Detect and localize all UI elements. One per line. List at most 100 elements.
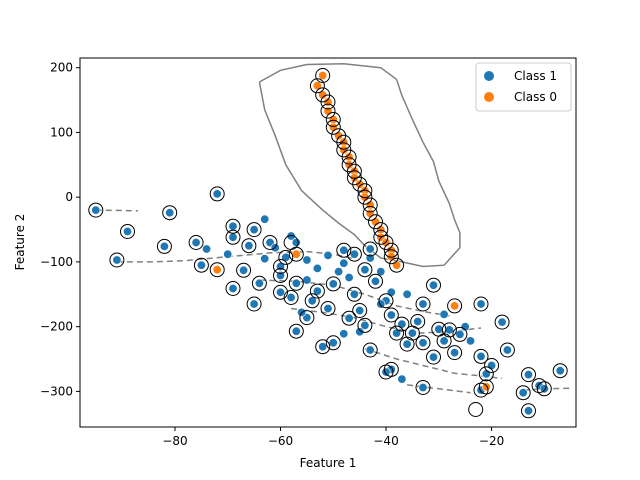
x-tick-label-0: −80: [162, 434, 187, 448]
support-vector-ring-21: [273, 284, 288, 300]
support-vector-ring-15: [225, 281, 241, 296]
point-class-0-25: [392, 260, 402, 270]
point-class-1-57: [465, 336, 475, 346]
point-class-1-74: [381, 367, 391, 377]
point-class-1-80: [344, 313, 354, 323]
point-class-1-78: [328, 338, 338, 348]
point-class-1-50: [428, 352, 438, 362]
support-vector-ring-32: [309, 78, 325, 94]
point-class-1-10: [228, 232, 238, 242]
point-class-1-27: [302, 275, 312, 285]
support-vector-ring-39: [336, 134, 352, 150]
point-class-1-47: [407, 328, 417, 338]
support-vector-ring-70: [415, 335, 431, 351]
point-class-1-24: [275, 287, 285, 297]
support-vector-ring-71: [426, 349, 441, 365]
point-class-0-6: [328, 122, 338, 132]
support-vector-ring-7: [193, 257, 209, 273]
support-vector-ring-51: [373, 222, 389, 238]
point-class-1-86: [439, 309, 449, 319]
support-vector-ring-16: [246, 296, 262, 312]
support-vector-ring-69: [410, 314, 426, 329]
point-class-1-20: [260, 254, 270, 264]
legend-marker-class-1: [484, 71, 494, 81]
support-vector-ring-97: [415, 296, 431, 312]
point-class-1-38: [349, 289, 359, 299]
y-tick-label-4: 100: [50, 125, 73, 139]
support-vector-ring-91: [415, 380, 431, 395]
point-class-1-17: [228, 283, 238, 293]
support-vector-rings: [88, 68, 568, 419]
support-vector-ring-24: [304, 293, 320, 309]
support-vector-ring-57: [336, 242, 352, 258]
support-vector-ring-56: [389, 257, 405, 273]
point-class-1-95: [312, 263, 322, 273]
data-points: [91, 71, 565, 416]
point-class-1-65: [518, 388, 528, 398]
support-vector-ring-82: [484, 358, 500, 373]
support-vector-ring-79: [473, 348, 489, 364]
support-vector-ring-11: [246, 222, 262, 238]
legend-label-class-1: Class 1: [514, 69, 557, 83]
support-vector-ring-28: [320, 301, 336, 316]
support-vector-ring-47: [357, 189, 373, 205]
point-class-1-75: [365, 345, 375, 355]
support-vector-ring-65: [389, 325, 405, 341]
support-vector-ring-100: [468, 402, 484, 417]
point-class-1-4: [165, 208, 175, 218]
support-vector-ring-103: [346, 286, 362, 302]
point-class-1-18: [249, 299, 259, 309]
support-vector-ring-99: [357, 262, 373, 278]
support-vector-ring-102: [325, 276, 341, 292]
point-class-1-62: [487, 360, 497, 370]
point-class-1-7: [196, 260, 206, 270]
point-class-1-13: [260, 214, 270, 224]
point-class-1-66: [523, 370, 533, 380]
point-class-1-1: [123, 227, 133, 237]
point-class-1-60: [481, 369, 491, 379]
point-class-1-71: [418, 382, 428, 392]
margin-contour-1: [95, 209, 139, 212]
support-vector-ring-93: [378, 364, 394, 380]
support-vector-ring-23: [288, 275, 304, 291]
point-class-1-12: [249, 225, 259, 235]
support-vector-ring-10: [225, 218, 241, 234]
support-vector-ring-18: [273, 259, 288, 274]
point-class-1-39: [355, 305, 365, 315]
point-class-1-34: [328, 279, 338, 289]
point-class-1-37: [344, 272, 354, 282]
point-class-1-97: [339, 245, 349, 255]
point-class-1-9: [223, 249, 233, 259]
point-class-1-58: [476, 299, 486, 309]
point-class-1-96: [323, 250, 333, 260]
x-tick-label-1: −60: [268, 434, 293, 448]
point-class-1-36: [339, 258, 349, 268]
support-vector-ring-62: [368, 273, 383, 289]
support-vector-ring-76: [452, 326, 468, 342]
point-class-1-8: [202, 244, 212, 254]
support-vector-ring-52: [373, 229, 389, 245]
support-vector-ring-89: [552, 363, 568, 379]
point-class-1-25: [286, 292, 296, 302]
support-vector-ring-37: [325, 119, 341, 135]
x-axis-label: Feature 1: [300, 456, 357, 470]
point-class-1-41: [370, 276, 380, 286]
point-class-1-64: [502, 345, 512, 355]
support-vector-ring-104: [341, 310, 357, 326]
point-class-1-6: [191, 238, 201, 248]
margin-contour-3: [259, 279, 450, 317]
support-vector-ring-30: [283, 235, 299, 250]
point-class-0-26: [291, 249, 301, 259]
point-class-1-59: [476, 351, 486, 361]
y-tick-label-5: 200: [50, 61, 73, 75]
point-class-1-70: [523, 406, 533, 416]
support-vector-ring-86: [521, 367, 536, 383]
support-vector-ring-48: [362, 197, 378, 213]
point-class-1-92: [291, 238, 301, 248]
point-class-1-5: [212, 189, 222, 199]
support-vector-ring-83: [494, 314, 510, 330]
point-class-1-52: [439, 336, 449, 346]
support-vector-ring-53: [378, 235, 394, 250]
support-vector-ring-20: [273, 268, 288, 283]
